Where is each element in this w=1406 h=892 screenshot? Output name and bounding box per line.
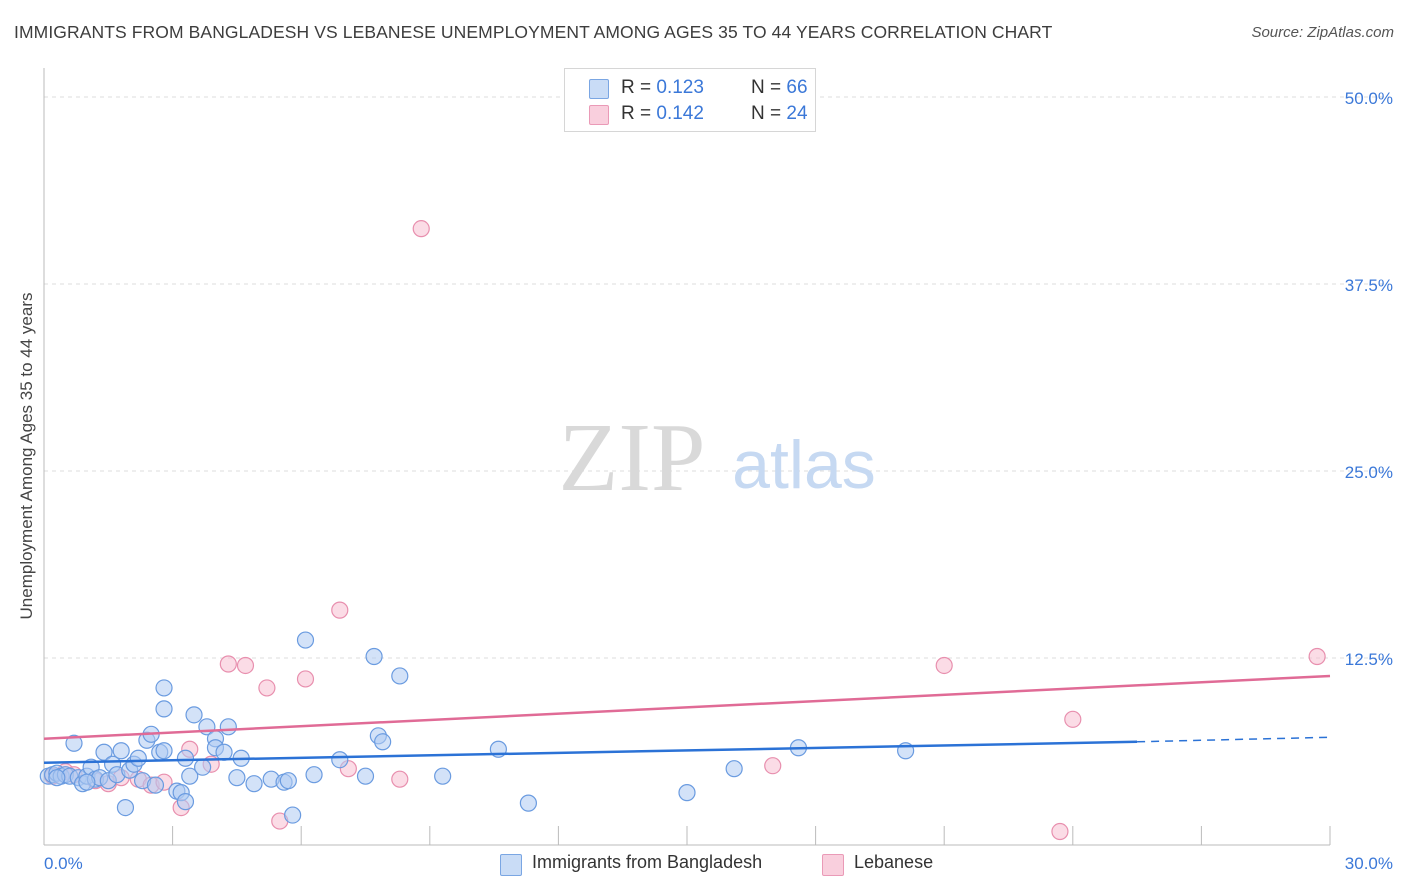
lebanese-point [391,770,409,788]
bangladesh-point [176,749,195,767]
bangladesh-point [129,749,147,767]
bangladesh-point [78,773,96,791]
bangladesh-point [219,718,237,736]
bangladesh-point [391,667,409,685]
y-tick-label: 25.0% [1345,463,1393,482]
r-label: R = [621,103,652,124]
bangladesh-point [181,767,199,785]
bangladesh-point [112,742,130,760]
lebanese-point [331,601,349,619]
bangladesh-point [678,784,696,802]
bangladesh-point [519,794,537,812]
bangladesh-point [185,706,203,724]
bangladesh-point [279,772,297,790]
bangladesh-trend-extension [1137,736,1331,743]
lebanese-point [1308,647,1326,666]
legend-swatch-bangladesh [589,79,609,99]
bangladesh-point [116,798,135,817]
bangladesh-point [374,733,392,751]
x-tick-label-min: 0.0% [44,854,83,873]
bangladesh-point [331,751,349,769]
bangladesh-point [155,700,173,718]
bangladesh-point [194,758,212,776]
bangladesh-point [146,776,165,794]
r-label: R = [621,77,652,98]
bangladesh-point [305,766,323,784]
bangladesh-point [155,679,173,697]
grid-lines [44,96,1390,659]
n-value-bangladesh: 66 [786,77,808,98]
bangladesh-point [365,647,383,666]
n-label: N = [751,77,782,98]
lebanese-points [43,220,1326,841]
bangladesh-point [434,767,452,785]
bangladesh-point [176,793,195,811]
x-tick-label-max: 30.0% [1345,854,1393,873]
lebanese-point [412,220,430,238]
bangladesh-points [39,631,915,824]
bangladesh-point [215,743,233,761]
bangladesh-point [48,769,66,787]
y-tick-label: 12.5% [1345,650,1393,669]
tick-labels: 12.5% 25.0% 37.5% 50.0% 0.0% 30.0% [44,89,1393,873]
legend-label-lebanese: Lebanese [854,852,934,872]
watermark-zip: ZIP [559,404,706,512]
bangladesh-point [95,743,113,761]
trend-lines [43,674,1331,764]
legend-label-bangladesh: Immigrants from Bangladesh [532,852,763,872]
axes [43,68,1331,846]
lebanese-point [935,656,953,675]
bangladesh-point [65,734,83,752]
lebanese-point [1064,710,1082,728]
watermark-atlas: atlas [732,427,876,503]
legend-swatch-lebanese [589,105,609,125]
lebanese-trend-line [43,674,1331,741]
y-tick-label: 37.5% [1345,276,1393,295]
bangladesh-trend-line [43,740,1138,764]
lebanese-point [219,655,237,673]
r-value-bangladesh: 0.123 [656,77,704,98]
r-value-lebanese: 0.142 [656,103,704,124]
legend-swatch-lebanese-bottom [822,854,844,876]
y-tick-label: 50.0% [1345,89,1393,108]
bangladesh-point [356,767,375,785]
watermark: ZIP atlas [559,404,876,512]
correlation-legend: R = 0.123 N = 66 R = 0.142 N = 24 [564,68,816,132]
bangladesh-point [725,760,743,778]
bangladesh-point [245,775,263,793]
lebanese-point [258,679,276,697]
n-label: N = [751,103,782,124]
bangladesh-point [296,631,315,649]
bangladesh-point [228,769,246,787]
lebanese-point [764,757,782,775]
bangladesh-point [284,806,302,824]
chart-title: IMMIGRANTS FROM BANGLADESH VS LEBANESE U… [14,22,1053,42]
lebanese-point [1051,822,1069,841]
lebanese-point [296,670,315,688]
source-label: Source: ZipAtlas.com [1251,24,1394,41]
n-value-lebanese: 24 [786,103,808,124]
bangladesh-point [155,742,173,760]
lebanese-point [236,656,255,675]
legend-swatch-bangladesh-bottom [500,854,522,876]
